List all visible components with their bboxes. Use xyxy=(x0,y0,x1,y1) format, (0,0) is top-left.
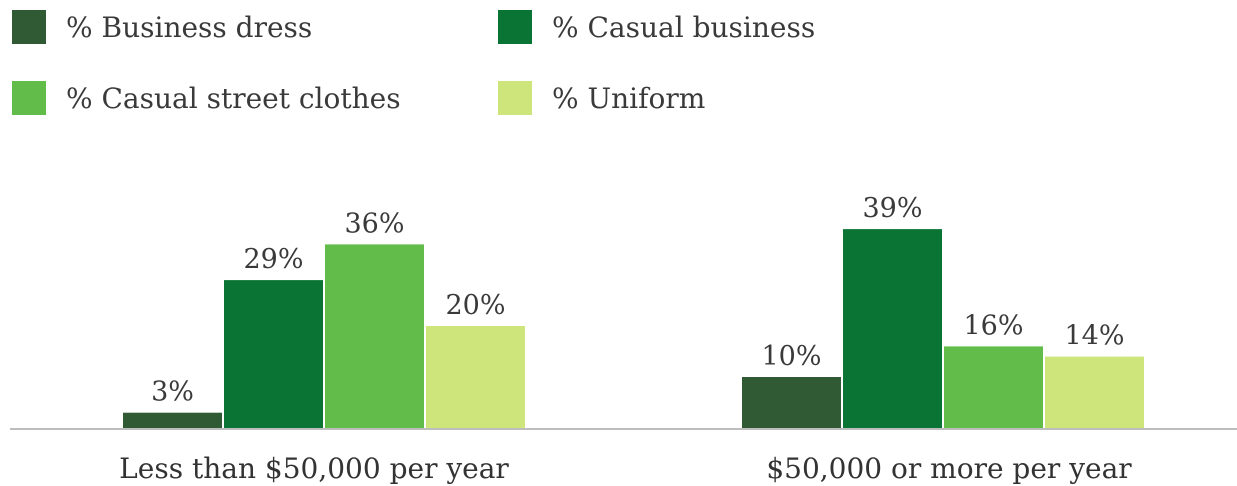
legend-swatch-casual-business xyxy=(498,10,532,44)
value-label-casual-business-under-50k: 29% xyxy=(243,244,303,275)
bar-casual-business-50k-plus xyxy=(843,229,942,428)
bar-casual-business-under-50k xyxy=(224,280,323,428)
value-label-business-dress-under-50k: 3% xyxy=(151,377,194,408)
bar-business-dress-50k-plus xyxy=(742,377,841,428)
value-label-business-dress-50k-plus: 10% xyxy=(761,341,821,372)
value-label-uniform-50k-plus: 14% xyxy=(1064,321,1124,352)
value-label-uniform-under-50k: 20% xyxy=(445,290,505,321)
bar-business-dress-under-50k xyxy=(123,412,222,428)
legend-swatch-uniform xyxy=(498,81,532,115)
value-labels: 3% 29% 36% 20% 10% 39% 16% 14% xyxy=(151,193,1124,408)
category-label-under-50k: Less than $50,000 per year xyxy=(119,452,509,485)
value-label-casual-business-50k-plus: 39% xyxy=(862,193,922,224)
bar-uniform-50k-plus xyxy=(1045,356,1144,428)
legend-label-casual-street-clothes: % Casual street clothes xyxy=(66,82,401,115)
legend-swatch-casual-street-clothes xyxy=(12,81,46,115)
bar-casual-street-clothes-50k-plus xyxy=(944,346,1043,428)
category-labels: Less than $50,000 per year $50,000 or mor… xyxy=(119,452,1132,485)
category-label-50k-plus: $50,000 or more per year xyxy=(766,452,1132,485)
legend-label-business-dress: % Business dress xyxy=(66,11,312,44)
legend: % Business dress % Casual business % Casua… xyxy=(12,10,815,115)
value-label-casual-street-clothes-50k-plus: 16% xyxy=(963,310,1023,341)
legend-label-uniform: % Uniform xyxy=(552,82,705,115)
legend-swatch-business-dress xyxy=(12,10,46,44)
bar-uniform-under-50k xyxy=(426,326,525,428)
value-label-casual-street-clothes-under-50k: 36% xyxy=(344,208,404,239)
bars xyxy=(123,229,1144,428)
legend-label-casual-business: % Casual business xyxy=(552,11,815,44)
bar-casual-street-clothes-under-50k xyxy=(325,244,424,428)
